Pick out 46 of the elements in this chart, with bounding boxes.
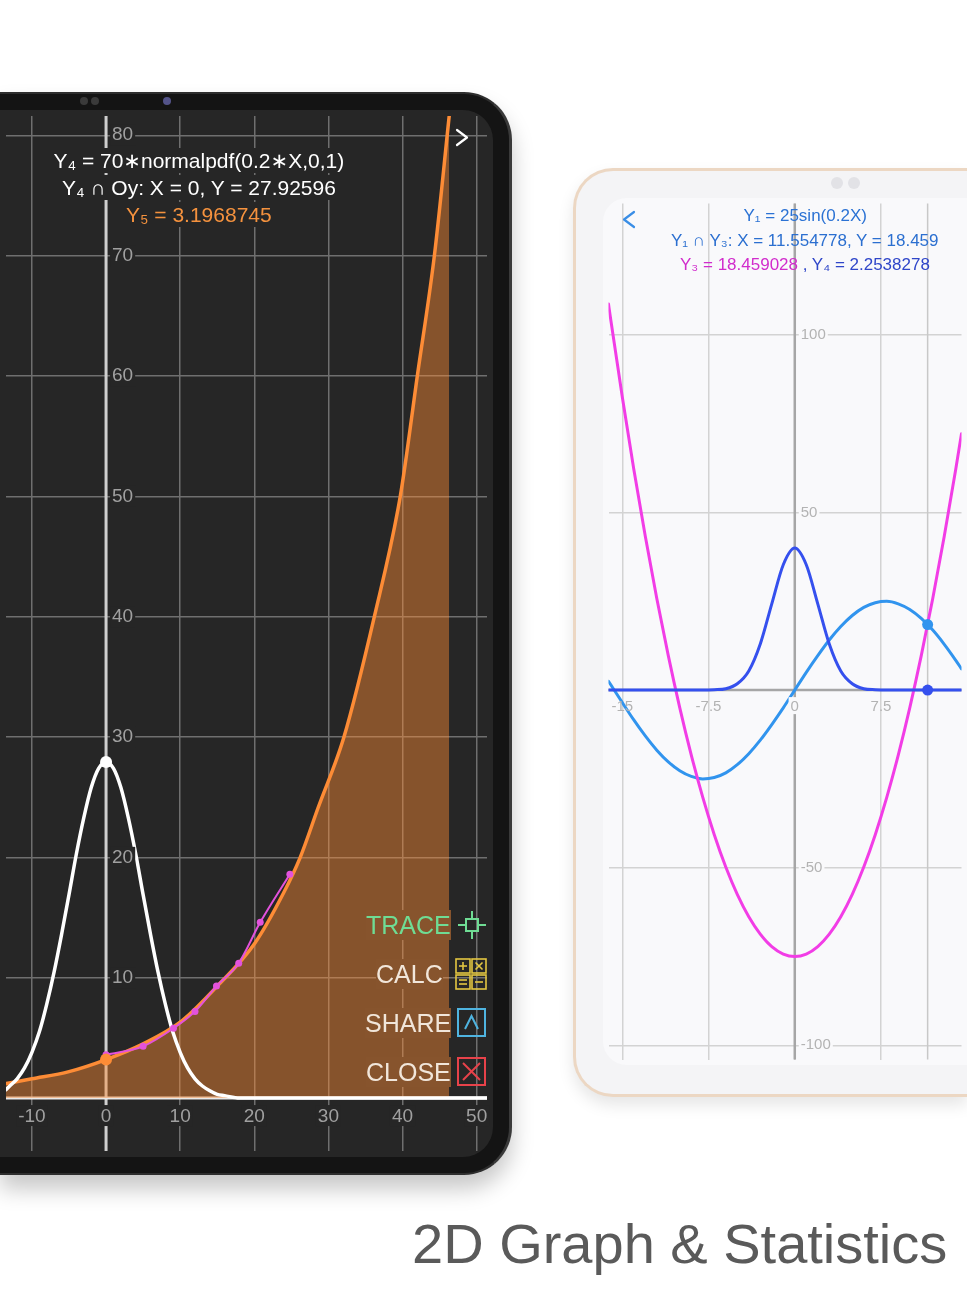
y-tick-label: 80 [112, 123, 134, 145]
y-tick-label: 10 [112, 965, 134, 987]
x-tick-label: 10 [169, 1104, 191, 1126]
x-tick-label: 50 [466, 1104, 488, 1126]
line-series [608, 546, 962, 692]
x-tick-label: 30 [317, 1104, 339, 1126]
line-series [608, 302, 962, 958]
annotation: Y₃ = 18.459028 [680, 255, 798, 274]
point [286, 870, 294, 878]
line-series [608, 599, 962, 781]
annotation: Y₁ = 25sin(0.2X) [743, 206, 867, 225]
annotation: SHARE [365, 1009, 452, 1037]
y-tick-label: -100 [800, 1035, 831, 1053]
point [191, 1007, 199, 1015]
x-tick-label: -7.5 [695, 696, 722, 714]
annotation: CALC [376, 960, 443, 988]
y-tick-label: 60 [112, 364, 134, 386]
annotation: Y₅ = 3.1968745 [126, 202, 272, 226]
y-tick-label: 30 [112, 725, 134, 747]
point [139, 1042, 147, 1050]
point [100, 755, 113, 768]
annotation: Y₄ ∩ Oy: X = 0, Y = 27.92596 [62, 175, 336, 199]
x-tick-label: 7.5 [870, 696, 892, 714]
y-tick-label: -50 [800, 857, 823, 875]
y-tick-label: 50 [112, 484, 134, 506]
y-tick-label: 40 [112, 604, 134, 626]
annotation: TRACE [366, 911, 451, 939]
x-tick-label: 40 [391, 1104, 414, 1126]
point [212, 982, 220, 990]
x-tick-label: 0 [100, 1104, 112, 1126]
y-tick-label: 20 [112, 845, 134, 867]
annotation: CLOSE [366, 1058, 451, 1086]
y-tick-label: 50 [800, 502, 818, 520]
text: 2D Graph & Statistics [412, 1211, 948, 1275]
x-tick-label: 0 [790, 696, 799, 714]
x-tick-label: -10 [18, 1104, 46, 1126]
y-tick-label: 70 [112, 243, 134, 265]
x-tick-label: 20 [243, 1104, 265, 1126]
annotation: Y₄ = 70∗normalpdf(0.2∗X,0,1) [53, 148, 345, 172]
point [170, 1024, 177, 1032]
point [100, 1053, 113, 1066]
annotation: Y₁ ∩ Y₃: X = 11.554778, Y = 18.459 [671, 231, 939, 250]
point [256, 918, 264, 926]
annotation: , Y₄ = 2.2538278 [802, 255, 930, 274]
y-tick-label: 100 [800, 325, 826, 343]
point [235, 959, 243, 967]
